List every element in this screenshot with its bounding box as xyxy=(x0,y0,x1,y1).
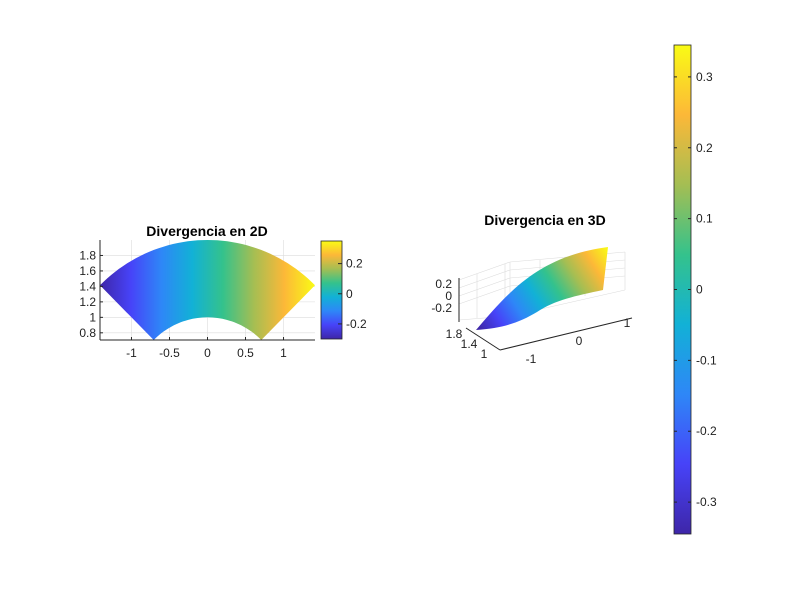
chart-2d-xtick-label: -0.5 xyxy=(159,346,180,360)
chart-2d-yticks: 0.8 11.2 1.41.6 1.8 xyxy=(79,248,103,340)
chart-3d-yticks: 11.41.8 xyxy=(446,327,488,361)
chart-2d-xtick-label: 0.5 xyxy=(237,346,254,360)
chart-3d-ztick-label: 0 xyxy=(445,289,452,303)
chart-2d-xtick-label: 1 xyxy=(280,346,287,360)
chart-3d-title: Divergencia en 3D xyxy=(484,212,605,228)
main-colorbar-ticks: 0.3 0.2 0.1 0 -0.1 -0.2 -0.3 xyxy=(674,70,717,509)
chart-3d-xticks: -1 0 1 xyxy=(526,316,631,366)
chart-2d-colorbar-tick-label: -0.2 xyxy=(346,317,367,331)
main-colorbar-tick-label: 0.1 xyxy=(696,212,713,226)
chart-3d: Divergencia en 3D -0.200.2 11.41.8 -101 xyxy=(431,212,633,366)
chart-3d-zticks: -0.200.2 xyxy=(431,277,452,315)
chart-3d-ytick-label: 1.4 xyxy=(461,337,478,351)
main-colorbar-tick-label: -0.2 xyxy=(696,424,717,438)
chart-2d-xtick-label: 0 xyxy=(204,346,211,360)
chart-2d-ytick-label: 1 xyxy=(89,310,96,324)
main-colorbar-tick-label: -0.1 xyxy=(696,353,717,367)
chart-3d-ztick-label: -0.2 xyxy=(431,301,452,315)
main-colorbar: 0.3 0.2 0.1 0 -0.1 -0.2 -0.3 xyxy=(673,44,717,535)
chart-2d-ytick-label: 1.2 xyxy=(79,295,96,309)
chart-2d-ytick-label: 1.4 xyxy=(79,279,96,293)
chart-3d-xtick-label: -1 xyxy=(526,352,537,366)
chart-2d: Divergencia en 2D -1 -0.5 0 0.5 1 0.811.21.4… xyxy=(79,223,367,360)
chart-2d-ytick-label: 0.8 xyxy=(79,326,96,340)
chart-2d-colorbar xyxy=(320,240,343,340)
chart-3d-xtick-label: 0 xyxy=(576,334,583,348)
chart-2d-ytick-label: 1.6 xyxy=(79,264,96,278)
chart-2d-xtick-label: -1 xyxy=(126,346,137,360)
chart-2d-xticks: -1 -0.5 0 0.5 1 xyxy=(126,337,287,360)
main-colorbar-tick-label: 0 xyxy=(696,283,703,297)
main-colorbar-tick-label: 0.2 xyxy=(696,141,713,155)
chart-3d-ytick-label: 1 xyxy=(481,347,488,361)
chart-2d-colorbar-ticks: -0.2 0 0.2 xyxy=(338,257,367,331)
chart-3d-ytick-label: 1.8 xyxy=(446,327,463,341)
chart-2d-title: Divergencia en 2D xyxy=(146,223,267,239)
chart-2d-colorbar-tick-label: 0.2 xyxy=(346,257,363,271)
chart-2d-colorbar-tick-label: 0 xyxy=(346,287,353,301)
chart-3d-ztick-label: 0.2 xyxy=(435,277,452,291)
chart-3d-xtick-label: 1 xyxy=(624,316,631,330)
chart-3d-surface xyxy=(476,247,608,330)
chart-2d-ytick-label: 1.8 xyxy=(79,248,96,262)
main-colorbar-tick-label: 0.3 xyxy=(696,70,713,84)
main-colorbar-tick-label: -0.3 xyxy=(696,495,717,509)
